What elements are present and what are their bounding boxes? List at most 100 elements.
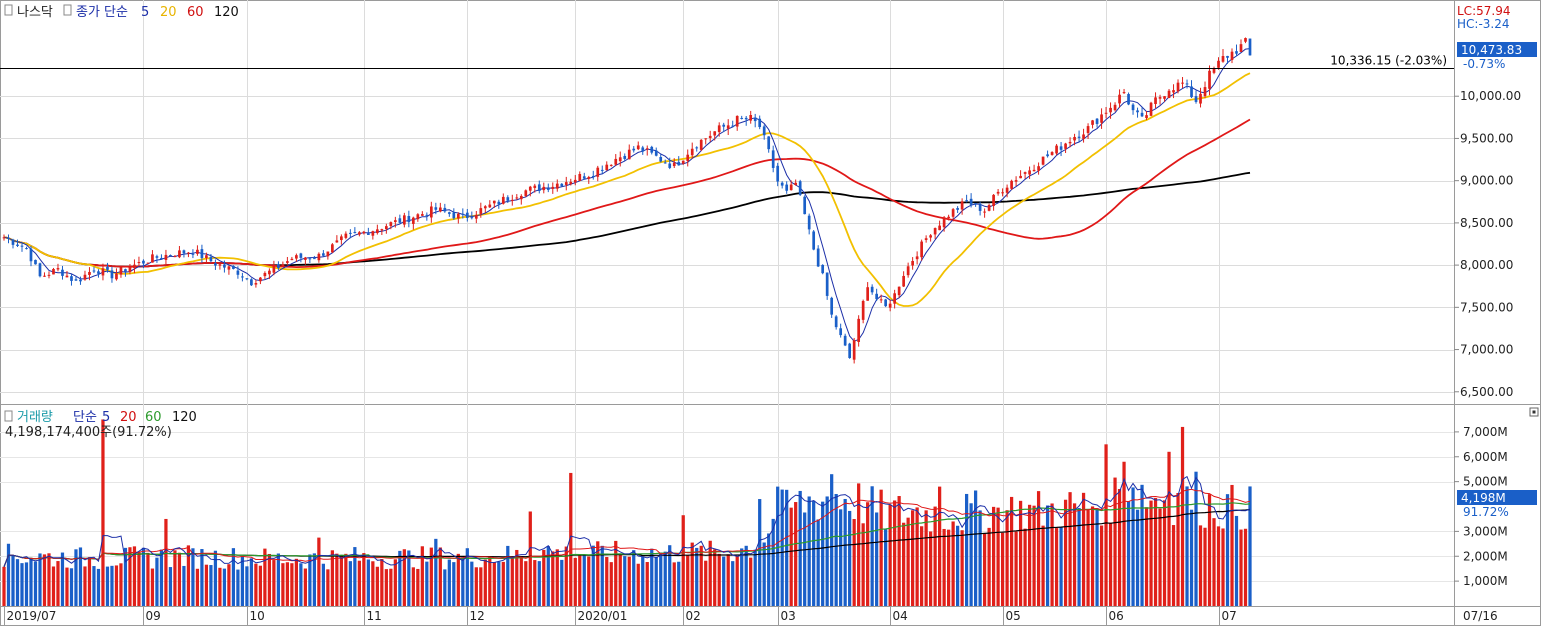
time-tick-label: 11 xyxy=(367,609,382,623)
last-volume-label: 4,198M xyxy=(1461,491,1506,505)
candle-body xyxy=(47,274,51,276)
candle-body xyxy=(699,139,703,150)
candle-body xyxy=(785,184,789,191)
volume-bar xyxy=(204,564,209,606)
time-tick-label: 04 xyxy=(893,609,908,623)
volume-tick-label: 2,000M xyxy=(1463,549,1508,563)
candle-body xyxy=(969,198,973,205)
volume-legend-ma20: 20 xyxy=(120,410,137,425)
volume-bar xyxy=(1068,492,1072,606)
candle-body xyxy=(510,199,514,201)
volume-bar xyxy=(569,472,573,606)
candle-body xyxy=(897,286,901,296)
candle-body xyxy=(713,131,717,136)
candle-body xyxy=(1109,107,1112,113)
candle-body xyxy=(677,161,681,166)
volume-bar xyxy=(641,557,645,606)
candle-body xyxy=(1172,90,1175,93)
candle-body xyxy=(128,267,132,273)
volume-bar xyxy=(982,533,987,606)
volume-legend-toggle-icon[interactable] xyxy=(4,410,13,422)
candle-body xyxy=(169,254,172,256)
volume-bar xyxy=(951,521,955,606)
candle-body xyxy=(825,272,829,296)
volume-bar xyxy=(843,498,847,606)
volume-bar xyxy=(771,518,775,606)
candle-body xyxy=(924,238,928,240)
volume-bar xyxy=(488,556,492,606)
volume-bar xyxy=(339,554,343,606)
candle-body xyxy=(1032,169,1036,172)
candle-body xyxy=(803,196,807,215)
volume-bar xyxy=(141,547,146,606)
candle-body xyxy=(416,214,420,220)
candle-body xyxy=(447,212,451,214)
candle-body xyxy=(834,316,838,328)
hc-readout: HC:-3.24 xyxy=(1457,17,1510,31)
volume-bar xyxy=(1248,486,1252,606)
vma5-line xyxy=(3,475,1251,567)
volume-legend-name: 거래량 xyxy=(17,410,53,425)
volume-bar xyxy=(1005,510,1009,606)
volume-bar xyxy=(1176,493,1180,606)
candle-body xyxy=(749,115,753,121)
candle-body xyxy=(52,268,55,275)
volume-bar xyxy=(744,545,748,606)
candle-body xyxy=(1131,104,1135,111)
candle-body xyxy=(110,270,114,279)
price-legend-toggle-icon[interactable] xyxy=(4,4,13,16)
volume-bar xyxy=(938,486,942,606)
candle-body xyxy=(1190,86,1193,98)
volume-bar xyxy=(20,563,24,606)
candle-body xyxy=(1208,70,1211,89)
volume-bar xyxy=(749,557,753,606)
price-ma-toggle-icon[interactable] xyxy=(63,4,72,16)
candle-body xyxy=(879,299,883,301)
volume-bar xyxy=(465,548,469,606)
candle-body xyxy=(1248,38,1252,56)
candle-body xyxy=(425,214,429,216)
volume-bar xyxy=(56,561,60,606)
candle-body xyxy=(722,124,726,127)
candle-body xyxy=(1122,92,1126,94)
candle-body xyxy=(1194,96,1198,102)
volume-bar xyxy=(596,541,600,606)
volume-bar xyxy=(1095,508,1099,606)
volume-bar xyxy=(155,557,159,606)
candle-body xyxy=(1059,146,1063,150)
volume-bar xyxy=(1036,491,1041,606)
volume-bar xyxy=(929,531,933,606)
volume-bar xyxy=(357,560,361,606)
volume-bar xyxy=(848,510,852,606)
candle-body xyxy=(1140,112,1144,117)
candle-body xyxy=(762,126,766,136)
volume-bar xyxy=(839,509,843,606)
volume-bar xyxy=(1158,508,1162,606)
candle-body xyxy=(429,206,433,218)
candle-body xyxy=(443,207,447,212)
volume-bar xyxy=(1072,503,1077,606)
candle-body xyxy=(420,214,424,216)
candle-body xyxy=(605,164,609,171)
price-ma-lines xyxy=(3,48,1251,342)
candle-body xyxy=(308,258,312,260)
candle-body xyxy=(479,208,483,214)
volume-bar xyxy=(290,563,294,606)
candle-body xyxy=(331,244,334,253)
candle-body xyxy=(1091,120,1094,125)
price-legend-ma120: 120 xyxy=(214,5,239,20)
candle-body xyxy=(1023,172,1027,174)
volume-bar xyxy=(973,490,978,606)
candle-body xyxy=(74,279,78,281)
candle-body xyxy=(155,256,159,258)
candle-body xyxy=(322,253,325,256)
volume-bar xyxy=(897,496,901,606)
volume-bar xyxy=(186,545,191,606)
candle-body xyxy=(1154,97,1157,104)
volume-bar xyxy=(227,564,231,606)
candle-body xyxy=(317,253,321,261)
volume-bar xyxy=(461,557,465,606)
volume-bar xyxy=(735,556,739,606)
candle-body xyxy=(866,287,870,301)
